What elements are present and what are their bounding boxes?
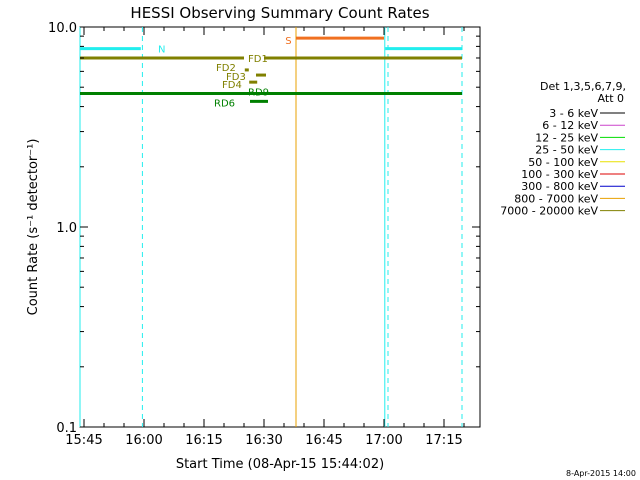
y-tick-label: 10.0 bbox=[48, 21, 77, 36]
x-tick-label: 16:45 bbox=[305, 433, 342, 448]
legend-entry-label: 7000 - 20000 keV bbox=[500, 205, 598, 218]
annotation-fd1: FD1 bbox=[248, 54, 268, 65]
annotation-fd4: FD4 bbox=[222, 80, 242, 91]
annotation-fd3: FD3 bbox=[226, 72, 246, 83]
legend-entry-label: 25 - 50 keV bbox=[535, 144, 598, 157]
x-tick-label: 17:15 bbox=[425, 433, 462, 448]
legend-entry-label: 12 - 25 keV bbox=[535, 131, 598, 144]
x-tick-label: 16:15 bbox=[185, 433, 222, 448]
x-axis-label: Start Time (08-Apr-15 15:44:02) bbox=[176, 457, 384, 472]
legend-entry-label: 100 - 300 keV bbox=[521, 168, 598, 181]
legend-entry-label: 800 - 7000 keV bbox=[514, 192, 598, 205]
x-tick-label: 16:30 bbox=[245, 433, 282, 448]
legend-entry-label: 300 - 800 keV bbox=[521, 180, 598, 193]
x-tick-label: 17:00 bbox=[365, 433, 402, 448]
legend-header-line: Det 1,3,5,6,7,9, bbox=[540, 80, 626, 93]
axis-ticks: 15:45 16:00 16:15 16:30 16:45 17:00 17:15 10.0 1… bbox=[48, 21, 480, 448]
annotation-n: N bbox=[158, 45, 165, 56]
legend-entry-label: 50 - 100 keV bbox=[528, 156, 598, 169]
y-axis-label: Count Rate (s⁻¹ detector⁻¹) bbox=[26, 139, 41, 316]
annotation-rd9: RD9 bbox=[248, 88, 269, 99]
annotation-fd2: FD2 bbox=[216, 63, 236, 74]
legend-entry-label: 6 - 12 keV bbox=[542, 119, 598, 132]
x-tick-label: 16:00 bbox=[125, 433, 162, 448]
plot-frame bbox=[79, 26, 481, 428]
y-tick-label: 1.0 bbox=[56, 221, 77, 236]
legend-header-line: Att 0 bbox=[598, 92, 624, 105]
plot-date-footer: 8-Apr-2015 14:00 bbox=[566, 469, 636, 478]
chart-title: HESSI Observing Summary Count Rates bbox=[130, 4, 429, 22]
annotation-s: S bbox=[285, 36, 291, 47]
x-tick-label: 15:45 bbox=[65, 433, 102, 448]
legend-entry-label: 3 - 6 keV bbox=[549, 107, 598, 120]
y-tick-label: 0.1 bbox=[56, 421, 77, 436]
annotation-rd6: RD6 bbox=[214, 98, 235, 109]
